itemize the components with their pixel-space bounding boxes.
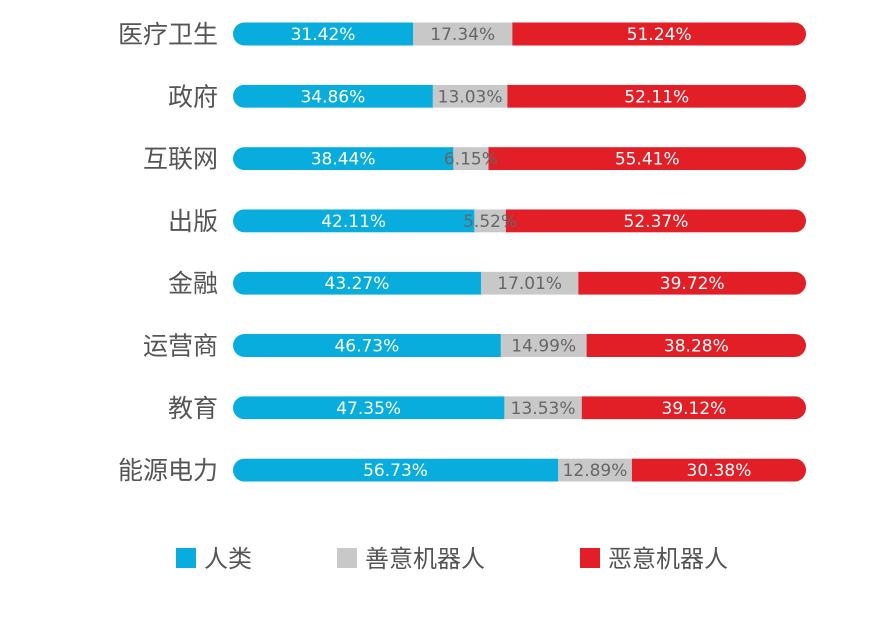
data-label: 51.24%	[627, 25, 692, 45]
bar-segment	[558, 458, 633, 482]
data-label: 47.35%	[336, 399, 401, 419]
category-label: 政府	[168, 82, 218, 111]
data-label: 30.38%	[687, 461, 752, 481]
data-label: 31.42%	[291, 25, 356, 45]
bar-segment	[453, 147, 490, 171]
bar-segment	[233, 84, 434, 108]
legend-item: 善意机器人	[337, 545, 485, 573]
bar-segment	[233, 271, 482, 295]
data-label: 14.99%	[511, 337, 576, 357]
data-label: 6.15%	[444, 150, 498, 170]
legend-label: 人类	[204, 545, 252, 573]
bar-segment	[505, 209, 806, 233]
legend-label: 善意机器人	[365, 545, 485, 573]
data-label: 56.73%	[363, 461, 428, 481]
bar-row	[233, 458, 806, 482]
data-label: 52.37%	[624, 212, 689, 232]
data-label: 55.41%	[615, 150, 680, 170]
category-label: 能源电力	[118, 456, 218, 485]
bar-row-labels: 47.35% 13.53% 39.12%	[336, 399, 726, 419]
bar-segment	[488, 147, 806, 171]
bar-row-labels: 43.27% 17.01% 39.72%	[325, 274, 725, 294]
bar-row	[233, 209, 806, 233]
category-label: 互联网	[143, 145, 218, 174]
bar-segment	[432, 84, 508, 108]
data-label: 39.72%	[660, 274, 725, 294]
data-label: 39.12%	[662, 399, 727, 419]
data-label: 5.52%	[463, 212, 517, 232]
category-label: 教育	[168, 394, 218, 423]
bar-segment	[233, 396, 505, 420]
data-label: 17.01%	[497, 274, 562, 294]
legend-item: 人类	[176, 545, 252, 573]
data-label: 43.27%	[325, 274, 390, 294]
bar-segment	[413, 22, 513, 46]
data-label: 12.89%	[563, 461, 628, 481]
bar-row	[233, 396, 806, 420]
data-label: 38.28%	[664, 337, 729, 357]
bar-row	[233, 334, 806, 357]
bars-layer: 31.42% 17.34% 51.24% 34.86% 13.03% 52.11% 38.4…	[233, 22, 806, 482]
bar-row-labels: 46.73% 14.99% 38.28%	[334, 337, 728, 357]
category-label: 医疗卫生	[118, 20, 218, 49]
bar-segment	[586, 334, 806, 357]
bar-row	[233, 84, 806, 108]
category-label: 金融	[168, 269, 218, 298]
legend-swatch	[176, 548, 196, 568]
bar-row-labels: 56.73% 12.89% 30.38%	[363, 461, 751, 481]
bar-row	[233, 22, 806, 46]
legend-swatch	[580, 548, 600, 568]
legend-swatch	[337, 548, 357, 568]
bar-segment	[233, 334, 502, 357]
legend-label: 恶意机器人	[608, 545, 728, 573]
bar-segment	[233, 209, 475, 233]
bar-segment	[504, 396, 583, 420]
bar-segment	[631, 458, 806, 482]
bar-segment	[233, 458, 559, 482]
bar-segment	[507, 84, 806, 108]
bar-segment	[233, 147, 454, 171]
data-label: 34.86%	[300, 87, 365, 107]
bar-row-labels: 38.44% 6.15% 55.41%	[311, 150, 680, 170]
bar-segment	[474, 209, 507, 233]
bar-segment	[578, 271, 806, 295]
bar-segment	[233, 22, 414, 46]
bar-row-labels: 34.86% 13.03% 52.11%	[300, 87, 689, 107]
data-label: 52.11%	[624, 87, 689, 107]
data-label: 46.73%	[334, 337, 399, 357]
data-label: 38.44%	[311, 150, 376, 170]
legend-item: 恶意机器人	[580, 545, 728, 573]
bar-row	[233, 147, 806, 171]
data-label: 13.53%	[511, 399, 576, 419]
bar-segment	[512, 22, 806, 46]
data-label: 17.34%	[430, 25, 495, 45]
data-label: 42.11%	[321, 212, 386, 232]
data-label: 13.03%	[438, 87, 503, 107]
bar-row	[233, 271, 806, 295]
category-label: 出版	[168, 207, 218, 236]
bar-row-labels: 31.42% 17.34% 51.24%	[291, 25, 692, 45]
bar-segment	[480, 271, 579, 295]
bar-segment	[581, 396, 806, 420]
legend: 人类 善意机器人 恶意机器人	[176, 545, 728, 573]
bar-segment	[500, 334, 588, 357]
category-label: 运营商	[143, 332, 218, 361]
bar-row-labels: 42.11% 5.52% 52.37%	[321, 212, 688, 232]
